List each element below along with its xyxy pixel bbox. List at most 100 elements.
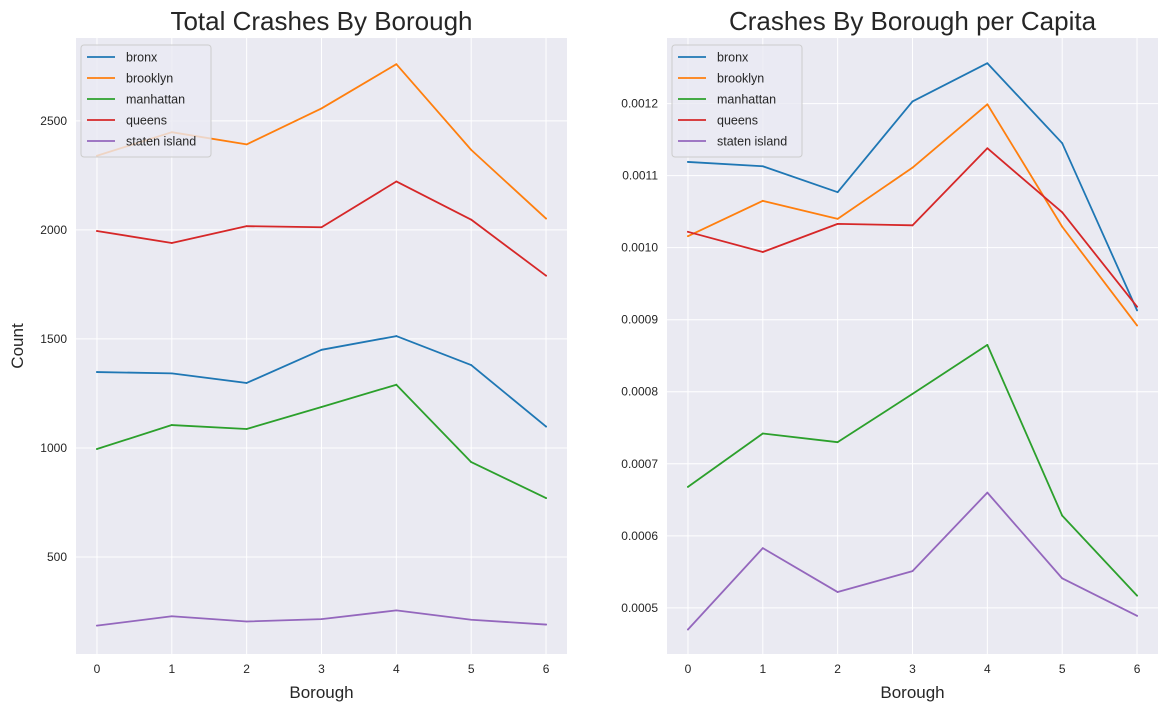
data-point-staten-island — [96, 624, 98, 627]
x-tick-label: 5 — [1059, 662, 1066, 676]
data-point-queens — [245, 225, 248, 228]
legend-label-queens: queens — [126, 114, 167, 128]
data-point-brooklyn — [836, 217, 839, 220]
data-point-bronx — [836, 191, 839, 194]
data-point-staten-island — [545, 623, 547, 626]
data-point-bronx — [96, 371, 98, 373]
x-tick-label: 1 — [759, 662, 766, 676]
data-point-brooklyn — [687, 235, 689, 238]
data-point-manhattan — [986, 344, 989, 346]
x-tick-label: 3 — [909, 662, 916, 676]
data-point-brooklyn — [1136, 324, 1138, 327]
data-point-brooklyn — [761, 199, 764, 202]
x-axis-label: Borough — [880, 683, 944, 702]
data-point-bronx — [170, 372, 173, 375]
data-point-staten-island — [245, 620, 248, 623]
x-tick-label: 2 — [834, 662, 841, 676]
data-point-queens — [911, 224, 914, 227]
x-tick-label: 6 — [543, 662, 550, 676]
legend-label-staten-island: staten island — [126, 135, 196, 149]
data-point-staten-island — [470, 618, 473, 621]
x-tick-label: 4 — [393, 662, 400, 676]
data-point-manhattan — [687, 485, 689, 488]
chart-crashes-per-capita: 0 1 2 3 4 5 6 0.0005 0.0006 0.0007 0.0008 0.0009 0.0… — [621, 6, 1158, 702]
y-tick-label: 0.0010 — [621, 241, 658, 255]
data-point-staten-island — [986, 491, 989, 494]
data-point-queens — [986, 147, 989, 150]
data-point-manhattan — [836, 441, 839, 444]
y-tick-label: 0.0008 — [621, 385, 658, 399]
data-point-queens — [1136, 305, 1138, 308]
legend-label-staten-island: staten island — [717, 135, 787, 149]
y-tick-label: 1500 — [40, 332, 67, 346]
data-point-queens — [470, 218, 473, 221]
data-point-manhattan — [911, 393, 914, 395]
data-point-brooklyn — [245, 143, 248, 146]
data-point-staten-island — [1061, 577, 1064, 580]
data-point-brooklyn — [395, 63, 398, 66]
data-point-staten-island — [836, 591, 839, 593]
y-tick-label: 2000 — [40, 223, 67, 237]
data-point-staten-island — [1136, 614, 1138, 617]
chart-total-crashes: 0 1 2 3 4 5 6 500 1000 1500 2000 2500 bronx brooklyn m… — [8, 6, 567, 702]
data-point-bronx — [1136, 309, 1138, 312]
data-point-staten-island — [320, 618, 323, 621]
y-tick-label: 0.0011 — [622, 169, 658, 183]
data-point-staten-island — [911, 570, 914, 573]
data-point-bronx — [986, 62, 989, 65]
data-point-manhattan — [96, 448, 98, 450]
data-point-manhattan — [761, 432, 764, 435]
data-point-staten-island — [761, 547, 764, 549]
data-point-manhattan — [470, 461, 473, 464]
data-point-manhattan — [1061, 514, 1064, 517]
data-point-bronx — [395, 335, 398, 337]
data-point-queens — [1061, 211, 1064, 214]
data-point-staten-island — [395, 609, 398, 612]
data-point-queens — [320, 226, 323, 229]
data-point-staten-island — [170, 615, 173, 618]
data-point-manhattan — [245, 428, 248, 430]
x-tick-label: 6 — [1134, 662, 1141, 676]
y-tick-label: 0.0005 — [621, 601, 658, 615]
data-point-queens — [687, 230, 689, 233]
legend-label-manhattan: manhattan — [717, 93, 776, 107]
data-point-bronx — [245, 382, 248, 384]
x-axis-label: Borough — [289, 683, 353, 702]
data-point-queens — [545, 274, 547, 277]
legend-label-queens: queens — [717, 114, 758, 128]
y-tick-label: 0.0012 — [621, 97, 658, 111]
data-point-manhattan — [545, 497, 547, 499]
x-tick-label: 5 — [468, 662, 475, 676]
data-point-brooklyn — [470, 148, 473, 151]
data-point-bronx — [911, 100, 914, 103]
data-point-bronx — [320, 348, 323, 351]
data-point-queens — [761, 251, 764, 253]
y-tick-label: 0.0009 — [621, 313, 658, 327]
legend-label-manhattan: manhattan — [126, 93, 185, 107]
chart-title: Crashes By Borough per Capita — [729, 6, 1097, 36]
y-tick-label: 500 — [47, 550, 67, 564]
data-point-queens — [170, 242, 173, 244]
data-point-brooklyn — [911, 166, 914, 169]
data-point-bronx — [470, 364, 473, 366]
legend-label-brooklyn: brooklyn — [717, 72, 764, 86]
x-tick-label: 3 — [318, 662, 325, 676]
data-point-brooklyn — [986, 103, 989, 106]
data-point-brooklyn — [320, 107, 323, 110]
y-tick-label: 0.0007 — [621, 457, 658, 471]
data-point-brooklyn — [1061, 225, 1064, 228]
data-point-manhattan — [395, 383, 398, 386]
legend — [80, 44, 212, 158]
legend-label-bronx: bronx — [126, 51, 158, 65]
data-point-manhattan — [170, 424, 173, 426]
data-point-bronx — [545, 425, 547, 428]
data-point-queens — [96, 230, 98, 232]
x-tick-label: 1 — [168, 662, 175, 676]
x-tick-label: 0 — [685, 662, 692, 676]
y-axis-label: Count — [8, 323, 27, 369]
legend-label-brooklyn: brooklyn — [126, 72, 173, 86]
y-tick-label: 0.0006 — [621, 529, 658, 543]
legend — [671, 44, 803, 158]
data-point-bronx — [761, 165, 764, 168]
